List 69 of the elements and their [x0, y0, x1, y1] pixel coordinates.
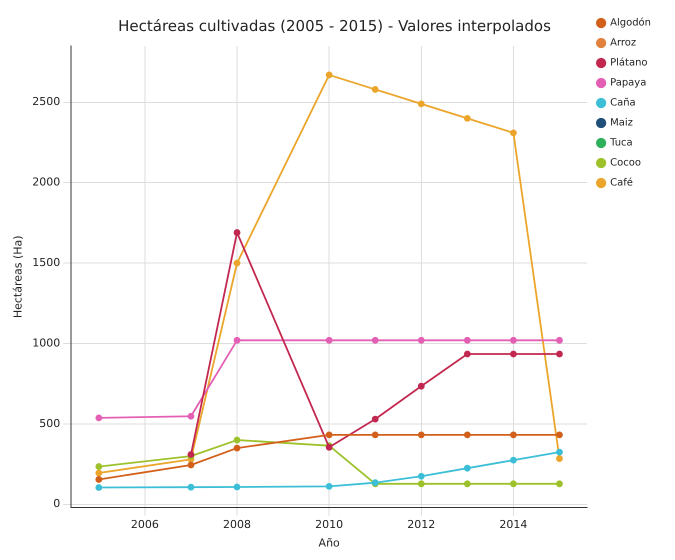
- point: [510, 456, 517, 464]
- point: [326, 72, 333, 78]
- x-tick-label: 2014: [499, 518, 528, 532]
- point: [95, 476, 102, 483]
- y-tick-label: 1500: [32, 256, 60, 269]
- point: [234, 336, 240, 344]
- point: [95, 470, 102, 476]
- point: [418, 472, 425, 480]
- point: [418, 382, 425, 390]
- point: [418, 336, 425, 344]
- point: [372, 86, 379, 93]
- point: [510, 480, 517, 488]
- x-axis-title: Año: [318, 536, 340, 550]
- legend-label: Papaya: [610, 78, 646, 89]
- point: [510, 336, 517, 344]
- point: [372, 336, 379, 344]
- y-tick-label: 0: [53, 497, 60, 510]
- chart-title: Hectáreas cultivadas (2005 - 2015) - Valores interpolados: [118, 16, 552, 35]
- point: [326, 482, 333, 490]
- point: [556, 432, 563, 438]
- point: [234, 484, 240, 490]
- legend-label: Café: [610, 178, 633, 189]
- y-axis-title: Hectáreas (Ha): [11, 235, 24, 318]
- x-tick-label: 2008: [223, 518, 252, 532]
- x-tick-label: 2010: [315, 518, 344, 532]
- point: [418, 480, 425, 488]
- point: [372, 416, 379, 423]
- point: [188, 484, 194, 491]
- x-tick-label: 2006: [130, 518, 159, 532]
- point: [556, 336, 563, 344]
- point: [326, 432, 333, 438]
- point: [510, 129, 517, 136]
- point: [326, 336, 333, 344]
- point: [95, 463, 102, 470]
- y-tick-label: 2000: [32, 176, 60, 189]
- y-tick-label: 1000: [32, 336, 60, 350]
- legend-label: Caña: [610, 98, 636, 109]
- point: [464, 114, 471, 122]
- point: [372, 432, 379, 438]
- point: [418, 432, 425, 438]
- point: [234, 444, 240, 452]
- legend-label: Cocoo: [610, 158, 641, 169]
- point: [418, 100, 425, 108]
- point: [234, 436, 240, 444]
- point: [556, 480, 563, 488]
- point: [234, 229, 240, 236]
- point: [510, 350, 517, 358]
- y-tick-label: 500: [39, 416, 60, 430]
- point: [464, 464, 471, 472]
- point: [464, 480, 471, 488]
- point: [510, 432, 517, 438]
- point: [464, 432, 471, 438]
- point: [556, 448, 563, 456]
- point: [556, 455, 563, 462]
- point: [188, 412, 194, 420]
- legend-label: Plátano: [610, 58, 648, 69]
- point: [464, 350, 471, 358]
- point: [234, 260, 240, 267]
- y-tick-label: 2500: [32, 95, 60, 108]
- legend-label: Tuca: [609, 138, 633, 149]
- legend-label: Maiz: [610, 118, 633, 129]
- point: [464, 336, 471, 344]
- legend-label: Algodón: [610, 18, 651, 29]
- legend-label: Arroz: [610, 38, 636, 49]
- x-tick-label: 2012: [407, 518, 436, 532]
- point: [95, 484, 102, 491]
- point: [556, 350, 563, 358]
- point: [95, 414, 102, 422]
- point: [188, 462, 194, 468]
